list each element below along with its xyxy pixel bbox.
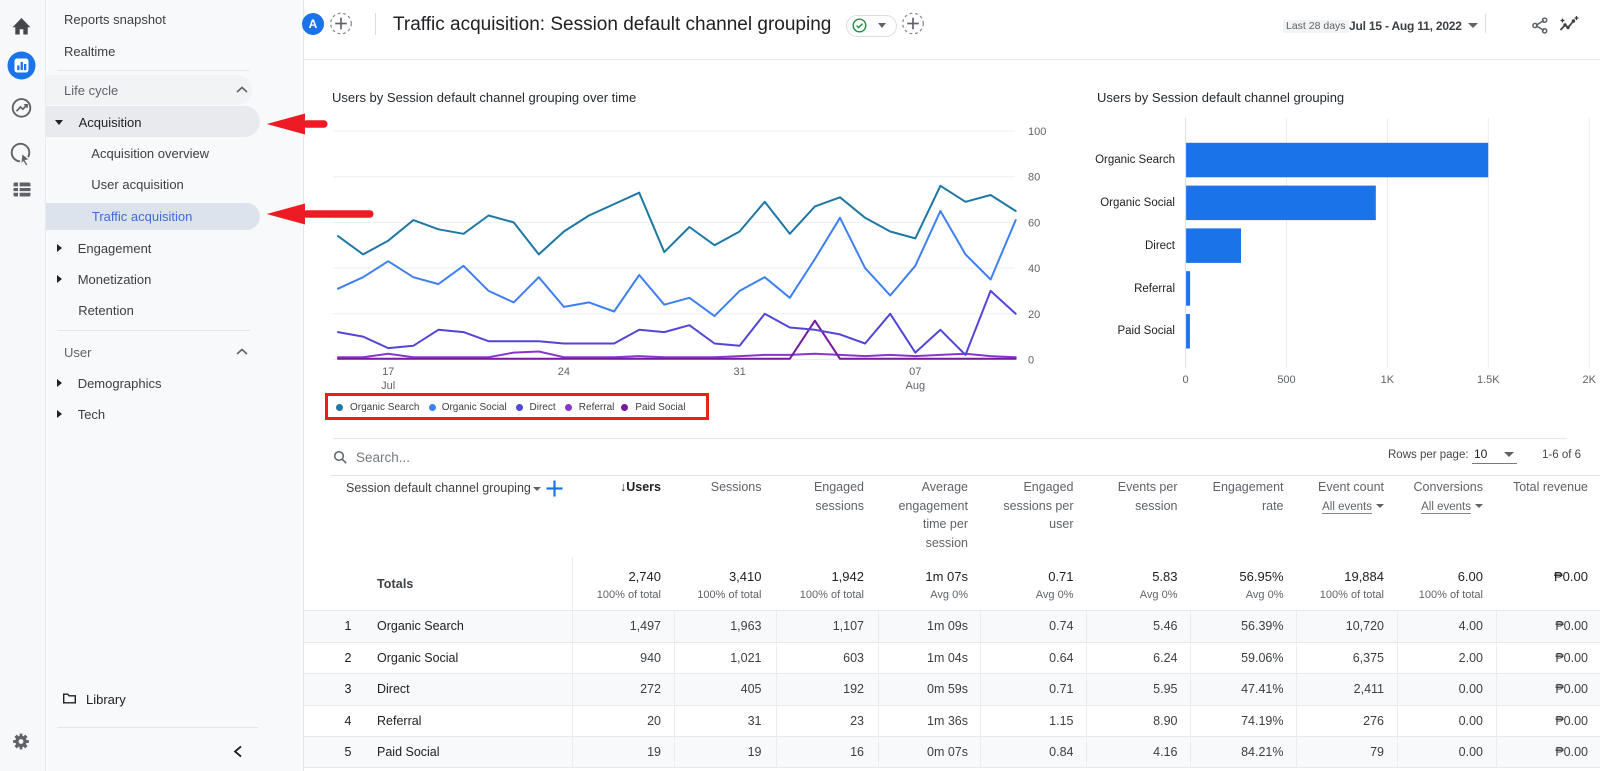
svg-text:60: 60 [1028, 217, 1040, 229]
svg-text:Jul: Jul [381, 380, 395, 392]
svg-text:40: 40 [1028, 263, 1040, 275]
svg-text:24: 24 [558, 366, 570, 378]
svg-text:0: 0 [1028, 355, 1034, 367]
svg-text:500: 500 [1277, 374, 1295, 386]
svg-text:80: 80 [1028, 172, 1040, 184]
svg-text:0: 0 [1183, 374, 1189, 386]
svg-text:100: 100 [1028, 126, 1046, 138]
svg-text:07: 07 [909, 366, 921, 378]
svg-text:1K: 1K [1381, 374, 1395, 386]
svg-text:2K: 2K [1582, 374, 1596, 386]
svg-text:17: 17 [382, 366, 394, 378]
svg-text:1.5K: 1.5K [1477, 374, 1500, 386]
svg-text:20: 20 [1028, 309, 1040, 321]
svg-text:31: 31 [733, 366, 745, 378]
svg-text:Aug: Aug [906, 380, 926, 392]
